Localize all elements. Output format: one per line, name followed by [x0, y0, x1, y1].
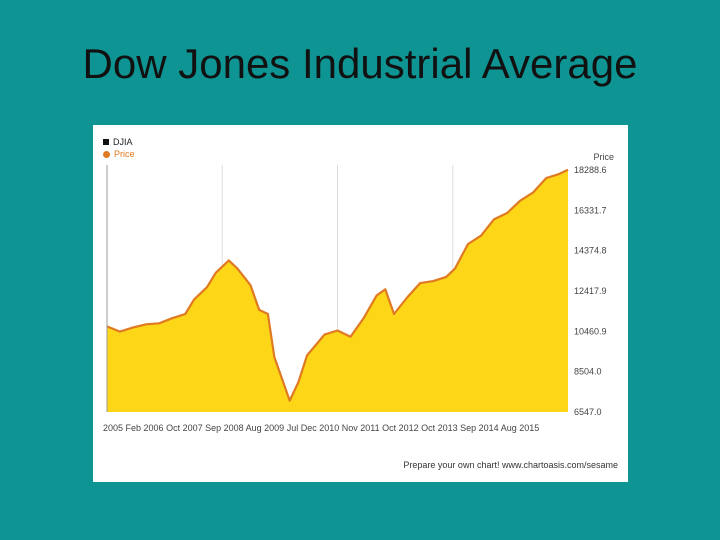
chart-svg: 6547.0 8504.0 10460.9 12417.9 14374.8 16331.7…	[103, 165, 607, 433]
x-tick-label: Oct 2007	[166, 423, 205, 433]
x-tick-label: Aug 2015	[501, 423, 540, 433]
x-tick-label: Oct 2012	[382, 423, 421, 433]
area-fill	[107, 169, 568, 412]
y-tick-label: 6547.0	[574, 407, 602, 417]
y-tick-label: 8504.0	[574, 367, 602, 377]
legend-series: Price	[103, 149, 135, 159]
price-line	[106, 168, 569, 402]
x-tick-label: Dec 2010	[301, 423, 342, 433]
legend-square-icon	[103, 139, 109, 145]
x-tick-label: Sep 2008	[205, 423, 246, 433]
x-tick-label: Aug 2009	[246, 423, 287, 433]
x-tick-label: Jul	[287, 423, 301, 433]
legend-dot-icon	[103, 150, 110, 158]
x-tick-label: Oct 2013	[421, 423, 460, 433]
y-tick-label: 12417.9	[574, 286, 607, 296]
x-tick-label: Nov 2011	[342, 423, 382, 433]
y-tick-label: 16331.7	[574, 205, 607, 215]
chart-credit: Prepare your own chart! www.chartoasis.c…	[403, 460, 618, 470]
y-tick-label: 14374.8	[574, 246, 607, 256]
x-tick-label: Sep 2014	[460, 423, 501, 433]
chart-panel: 6547.0 8504.0 10460.9 12417.9 14374.8 16331.7…	[93, 125, 628, 482]
legend-index: DJIA	[103, 137, 133, 147]
y-tick-label: 18288.6	[574, 165, 607, 175]
legend-series-label: Price	[114, 149, 135, 159]
y-tick-label: 10460.9	[574, 326, 607, 336]
x-tick-labels: 2005 Feb 2006 Oct 2007 Sep 2008 Aug 2009…	[103, 423, 539, 433]
x-tick-label: Feb 2006	[126, 423, 167, 433]
y-axis-title: Price	[593, 152, 614, 162]
x-tick-label: 2005	[103, 423, 126, 433]
slide-title: Dow Jones Industrial Average	[82, 40, 638, 87]
legend-index-label: DJIA	[113, 137, 133, 147]
